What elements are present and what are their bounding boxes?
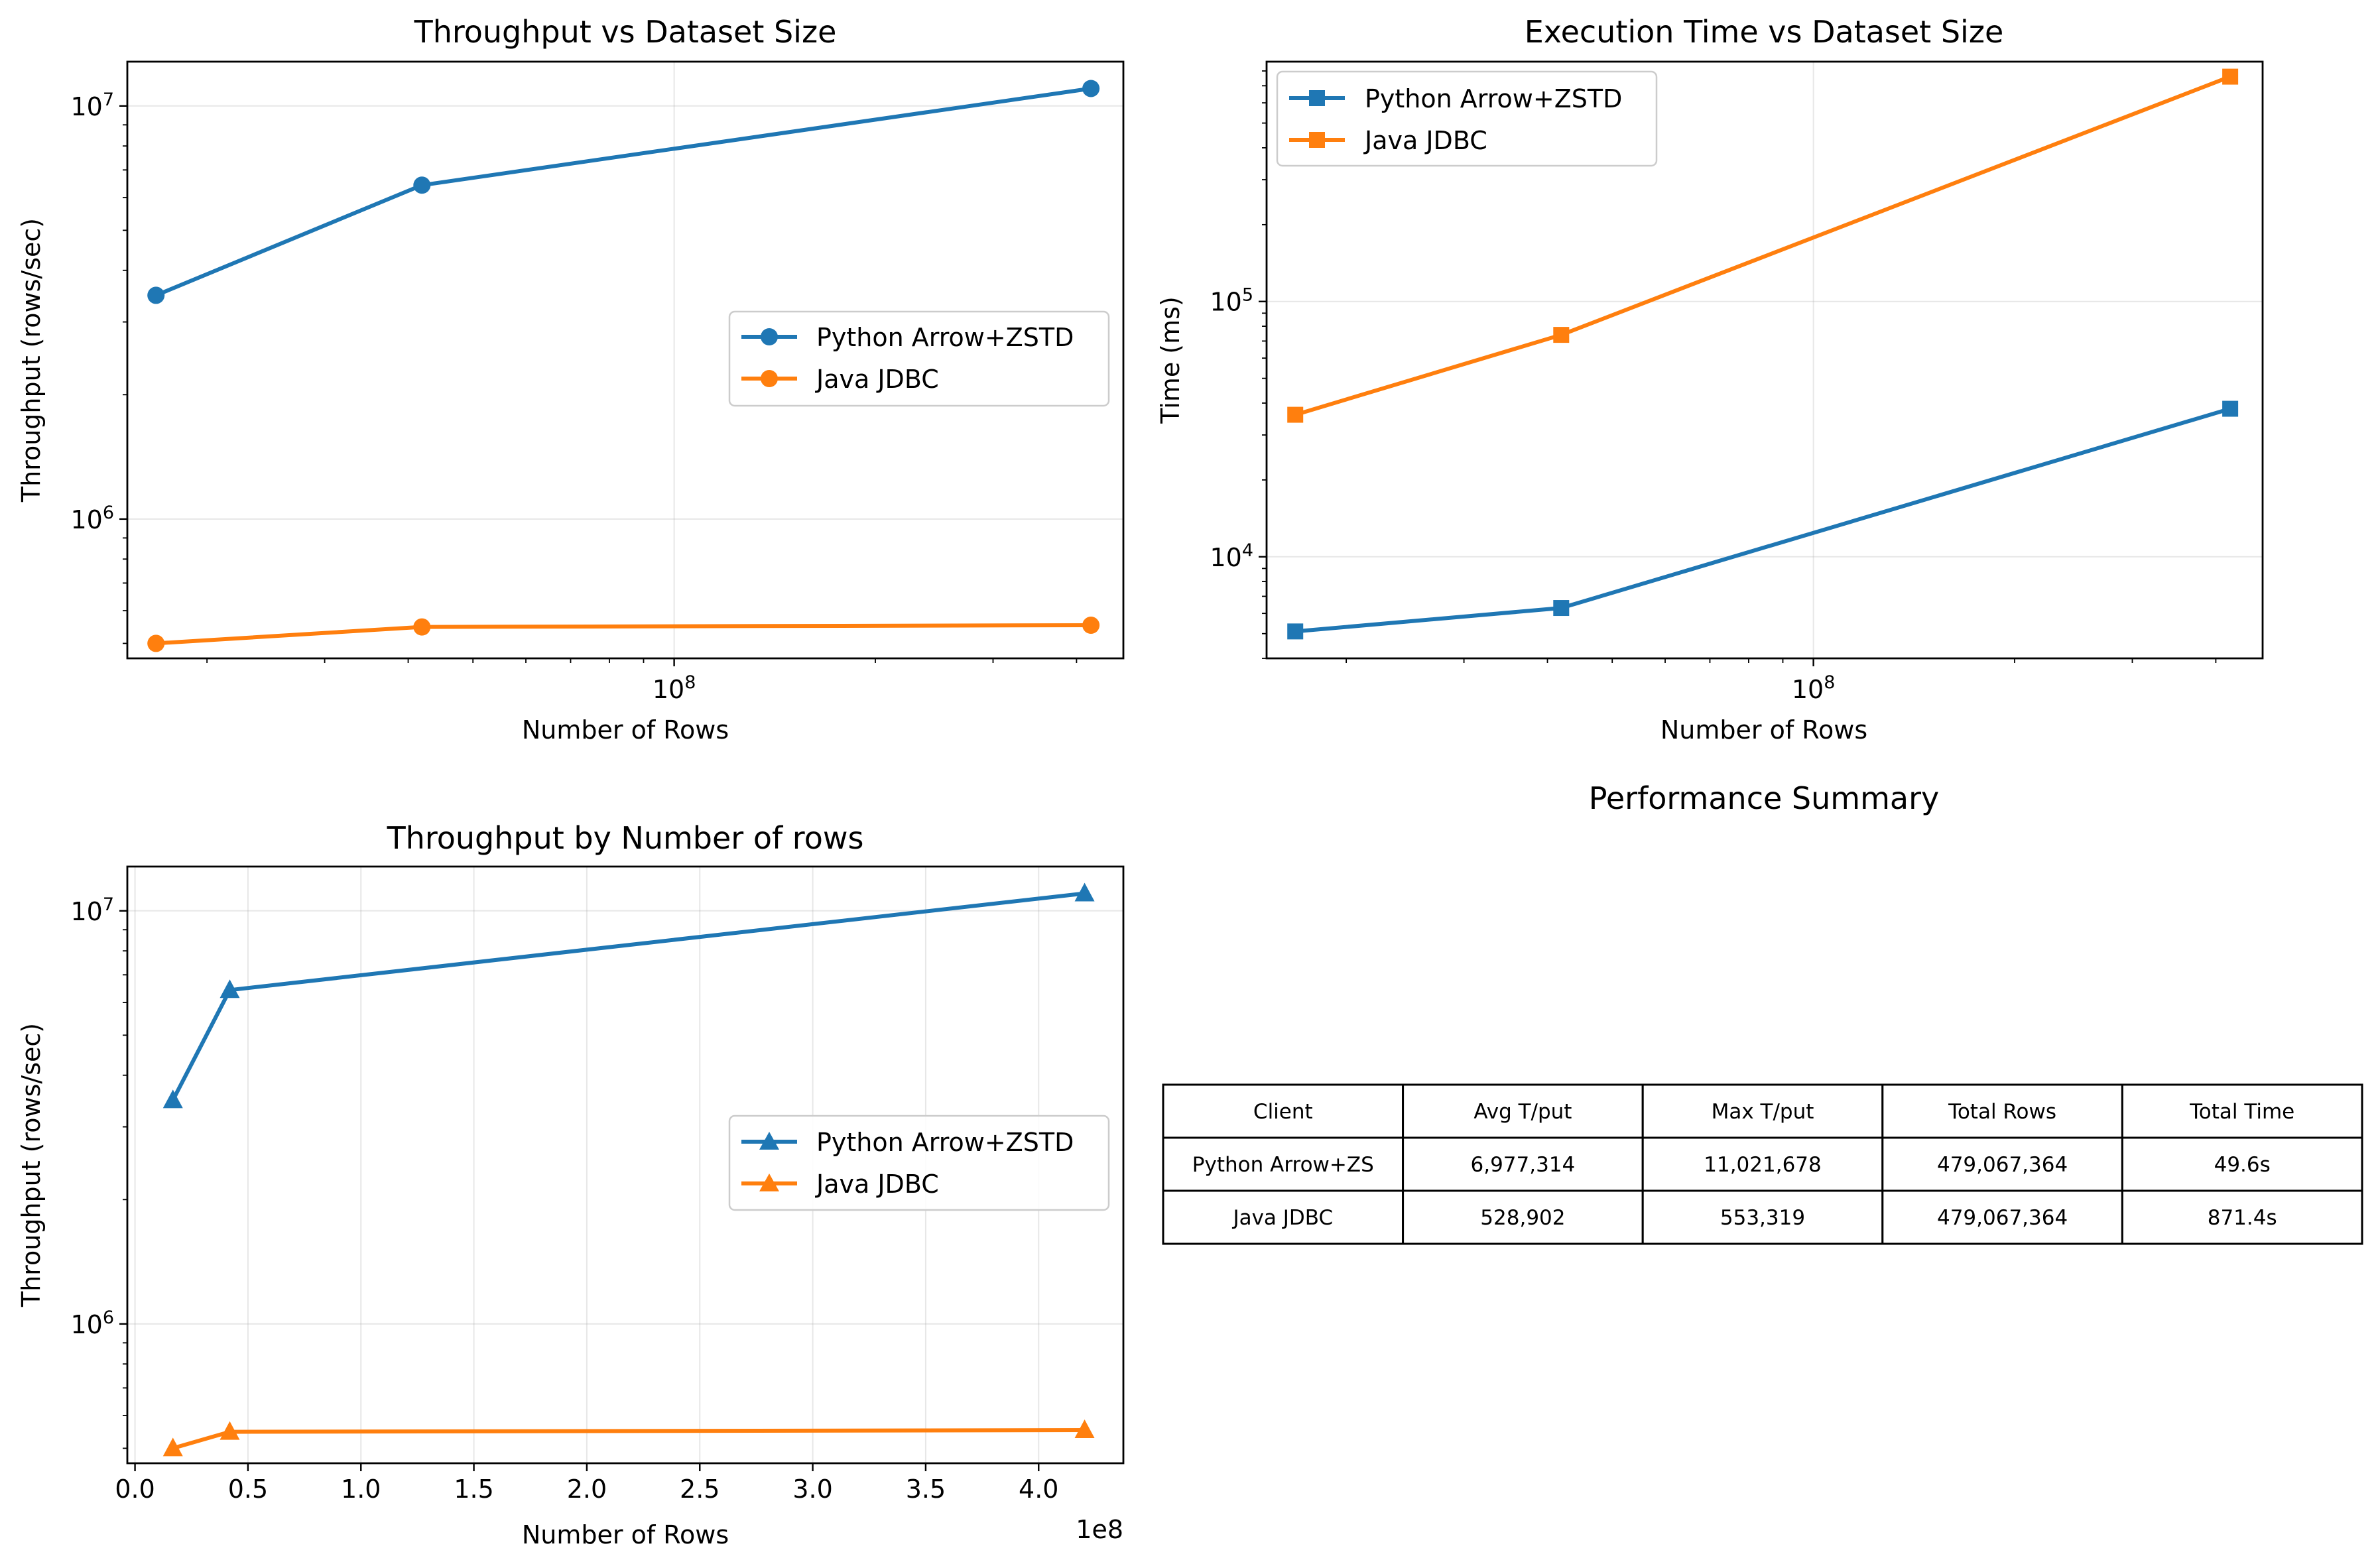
table-cell-text: 479,067,364 [1937,1153,2068,1177]
table-cell-text: 871.4s [2208,1206,2277,1230]
legend: Python Arrow+ZSTD Java JDBC [1276,70,1658,167]
x-tick-label: 1.0 [341,1475,381,1504]
chart-title: Execution Time vs Dataset Size [1525,14,2004,50]
y-tick-label: 105 [1210,285,1253,317]
table-cell [2121,1189,2363,1245]
legend-label-java: Java JDBC [815,1170,939,1199]
legend-box [1276,70,1658,167]
data-point-python [2222,400,2239,417]
y-axis-label: Throughput (rows/sec) [17,218,46,503]
table-header-text: Client [1253,1100,1313,1124]
data-point-java [147,634,165,652]
table-cell [1641,1189,1884,1245]
legend-marker-python [759,1132,779,1150]
x-tick-label: 1.5 [454,1475,493,1504]
table-cell-text: 553,319 [1720,1206,1805,1230]
data-point-java [1082,617,1100,634]
table-header-text: Total Time [2189,1100,2294,1124]
data-point-java [1074,1419,1095,1439]
data-point-python [1553,600,1570,617]
y-tick-label: 106 [70,503,114,534]
legend-marker-python [1309,90,1325,106]
table-header-cell [2121,1083,2363,1139]
x-tick-label: 3.0 [792,1475,832,1504]
performance-summary: Performance Summary Client Avg T/put Max T… [1162,780,2363,1245]
data-point-python [1287,623,1304,640]
data-point-java [2222,68,2239,85]
data-point-java [1287,406,1304,423]
data-point-java [413,618,431,636]
table-cell-text: 49.6s [2214,1153,2271,1177]
x-tick-label: 4.0 [1019,1475,1058,1504]
data-point-python [162,1089,183,1109]
table-cell-text: 6,977,314 [1471,1153,1576,1177]
chart-throughput-vs-size: Throughput vs Dataset Size 108 106 107 Num… [17,14,1125,745]
table-header-cell [1881,1083,2123,1139]
legend-marker-java [1309,132,1325,148]
table-cell [1402,1189,1644,1245]
table-cell-text: Java JDBC [1231,1206,1333,1230]
legend-label-java: Java JDBC [1363,126,1487,155]
data-point-java [162,1437,183,1457]
x-tick-label: 2.0 [567,1475,607,1504]
legend-marker-java [761,370,778,387]
x-axis-label: Number of Rows [522,1520,729,1549]
legend-box [728,1115,1110,1211]
x-tick-label: 0.0 [115,1475,155,1504]
data-point-python [1082,80,1100,97]
legend-label-python: Python Arrow+ZSTD [816,323,1074,352]
table-cell-text: 11,021,678 [1704,1153,1822,1177]
data-point-python [1074,882,1095,902]
y-tick-label: 104 [1210,540,1253,572]
y-tick-label: 106 [70,1307,114,1339]
y-axis-label: Time (ms) [1156,296,1185,424]
plot-frame [1265,60,2264,660]
legend-marker-python [761,328,778,345]
x-tick-label: 108 [653,672,696,704]
data-point-python [413,176,431,194]
y-tick-label: 107 [70,90,114,121]
legend-marker-java [759,1174,779,1191]
data-point-python [147,286,165,304]
plot-frame [126,60,1125,660]
legend: Python Arrow+ZSTD Java JDBC [728,310,1110,407]
table-cell [1641,1136,1884,1192]
table-cell-text: 528,902 [1480,1206,1565,1230]
x-tick-label: 0.5 [228,1475,268,1504]
table-header-text: Avg T/put [1473,1100,1572,1124]
chart-title: Throughput vs Dataset Size [414,14,837,50]
plot-frame [126,865,1125,1465]
data-point-java [1553,327,1570,343]
table-cell [2121,1136,2363,1192]
y-tick-label: 107 [70,894,114,926]
x-axis-offset: 1e8 [1076,1515,1123,1544]
legend-label-python: Python Arrow+ZSTD [816,1128,1074,1157]
legend-box [728,310,1110,407]
x-tick-label: 108 [1792,672,1836,704]
table-title: Performance Summary [1589,780,1939,816]
x-axis-label: Number of Rows [1660,715,1867,745]
x-axis-label: Number of Rows [522,715,729,745]
table-header-text: Max T/put [1712,1100,1814,1124]
legend: Python Arrow+ZSTD Java JDBC [728,1115,1110,1211]
table-cell [1881,1189,2123,1245]
table-header-cell [1162,1083,1405,1139]
table-cell [1162,1136,1405,1192]
legend-label-python: Python Arrow+ZSTD [1365,84,1622,113]
data-point-python [219,979,240,998]
x-tick-label: 3.5 [906,1475,946,1504]
data-point-java [219,1421,240,1440]
y-axis-label: Throughput (rows/sec) [17,1023,46,1307]
table-cell-text: Python Arrow+ZS [1192,1153,1374,1177]
legend-label-java: Java JDBC [815,365,939,394]
chart-throughput-by-rows: Throughput by Number of rows 0.0 0.5 1.0 1.… [17,820,1125,1549]
chart-title: Throughput by Number of rows [387,820,864,856]
table-header-cell [1402,1083,1644,1139]
chart-time-vs-size: Execution Time vs Dataset Size 108 104 105… [1156,14,2264,745]
table-header-text: Total Rows [1948,1100,2056,1124]
table-cell-text: 479,067,364 [1937,1206,2068,1230]
x-tick-label: 2.5 [680,1475,720,1504]
